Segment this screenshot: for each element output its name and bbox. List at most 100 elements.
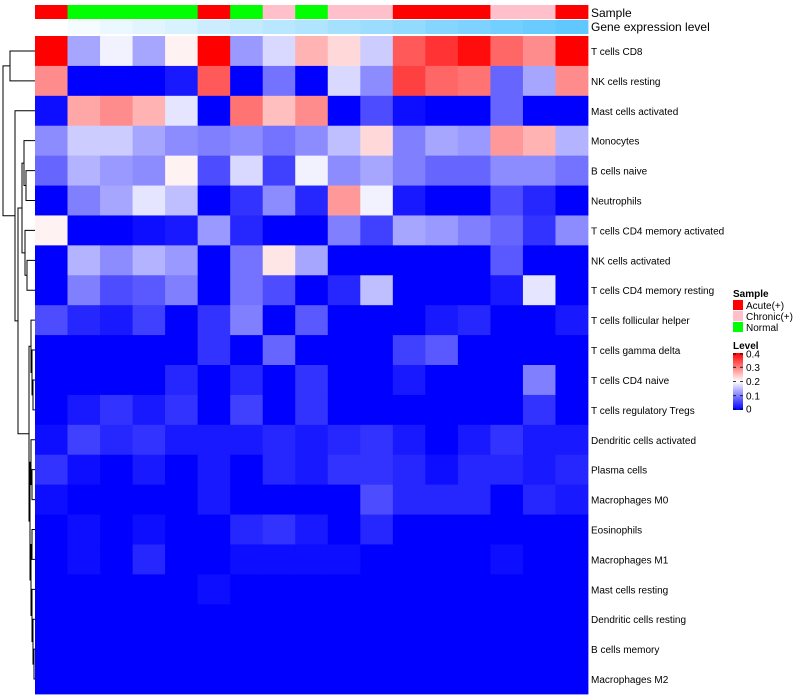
- heatmap-cell: [392, 365, 426, 396]
- heatmap-cell: [490, 215, 524, 246]
- row-label: Dendritic cells activated: [591, 436, 696, 447]
- heatmap-cell: [522, 544, 556, 575]
- heatmap-cell: [100, 305, 133, 336]
- heatmap-cell: [392, 275, 426, 306]
- heatmap-cell: [522, 664, 556, 695]
- heatmap-cell: [490, 424, 524, 456]
- heatmap-cell: [360, 125, 394, 157]
- heatmap-cell: [425, 245, 459, 276]
- heatmap-cell: [67, 185, 101, 216]
- heatmap-cell: [295, 394, 329, 426]
- heatmap-cell: [100, 215, 133, 246]
- heatmap-cell: [165, 36, 199, 67]
- heatmap-cell: [555, 245, 589, 276]
- heatmap-cell: [230, 544, 264, 575]
- heatmap-cell: [490, 95, 524, 127]
- heatmap-cell: [425, 155, 459, 186]
- heatmap-cell: [327, 335, 361, 366]
- heatmap-cell: [67, 245, 101, 276]
- heatmap-cell: [67, 275, 101, 306]
- heatmap-cell: [392, 65, 426, 97]
- heatmap-cell: [230, 36, 264, 67]
- heatmap-cell: [100, 454, 133, 486]
- heatmap-cell: [100, 245, 133, 276]
- heatmap-cell: [295, 65, 329, 97]
- heatmap-cell: [555, 215, 589, 246]
- row-label: T cells follicular helper: [591, 316, 690, 327]
- heatmap-cell: [262, 514, 296, 545]
- heatmap-cell: [67, 365, 101, 396]
- heatmap-cell: [360, 514, 394, 545]
- heatmap-cell: [555, 185, 589, 216]
- heatmap-cell: [295, 125, 329, 157]
- heatmap-cell: [67, 454, 101, 486]
- heatmap-cell: [457, 335, 491, 366]
- sample-annotation-cell: [392, 5, 426, 19]
- heatmap-cell: [457, 215, 491, 246]
- heatmap-cell: [555, 664, 589, 695]
- heatmap-cell: [522, 65, 556, 97]
- sample-annotation-cell: [295, 5, 329, 19]
- heatmap-cell: [35, 454, 68, 486]
- heatmap-cell: [522, 185, 556, 216]
- heatmap-cell: [132, 574, 166, 605]
- heatmap-cell: [132, 484, 166, 515]
- heatmap-cell: [100, 574, 133, 605]
- heatmap-cell: [230, 65, 264, 97]
- heatmap-cell: [360, 574, 394, 605]
- heatmap-cell: [457, 424, 491, 456]
- heatmap-cell: [522, 424, 556, 456]
- legend-label: Normal: [746, 323, 778, 334]
- heatmap-cell: [490, 454, 524, 486]
- heatmap-cell: [555, 514, 589, 545]
- heatmap-cell: [327, 604, 361, 635]
- heatmap-cell: [230, 424, 264, 456]
- heatmap-cell: [327, 275, 361, 306]
- heatmap-cell: [490, 574, 524, 605]
- heatmap-cell: [67, 394, 101, 426]
- row-label: Plasma cells: [591, 466, 647, 477]
- heatmap-cell: [197, 394, 231, 426]
- heatmap-cell: [35, 155, 68, 186]
- heatmap-cell: [132, 365, 166, 396]
- heatmap-cell: [295, 484, 329, 515]
- row-label: Macrophages M1: [591, 555, 669, 566]
- dendrogram-branch: [17, 207, 29, 435]
- heatmap-cell: [100, 185, 133, 216]
- legend-swatch-normal: [733, 322, 743, 332]
- heatmap-cell: [392, 634, 426, 665]
- heatmap-cell: [522, 335, 556, 366]
- expression-annotation-cell: [67, 20, 101, 34]
- heatmap-cell: [555, 125, 589, 157]
- row-label: T cells CD4 memory activated: [591, 226, 724, 237]
- dendrogram-branch: [31, 469, 35, 501]
- heatmap-cell: [35, 664, 68, 695]
- legend-swatch-acute: [733, 300, 743, 310]
- row-label: T cells CD4 memory resting: [591, 286, 714, 297]
- heatmap-cell: [490, 484, 524, 515]
- heatmap-cell: [230, 484, 264, 515]
- heatmap-cell: [425, 634, 459, 665]
- heatmap-cell: [165, 574, 199, 605]
- heatmap-cell: [67, 36, 101, 67]
- heatmap-cell: [230, 215, 264, 246]
- heatmap-cell: [132, 155, 166, 186]
- heatmap-cell: [100, 125, 133, 157]
- heatmap-cell: [67, 424, 101, 456]
- heatmap-cell: [100, 394, 133, 426]
- heatmap-cell: [262, 484, 296, 515]
- heatmap-cell: [35, 305, 68, 336]
- heatmap-cell: [262, 185, 296, 216]
- heatmap-cell: [457, 514, 491, 545]
- dendrogram-branch: [25, 170, 35, 201]
- heatmap-cell: [35, 65, 68, 97]
- heatmap-cell: [295, 664, 329, 695]
- heatmap-cell: [555, 454, 589, 486]
- heatmap-cell: [327, 664, 361, 695]
- heatmap-cell: [35, 185, 68, 216]
- heatmap-cell: [132, 65, 166, 97]
- heatmap-cell: [262, 424, 296, 456]
- heatmap-cell: [132, 275, 166, 306]
- heatmap-cell: [35, 424, 68, 456]
- expression-annotation-cell: [230, 20, 264, 34]
